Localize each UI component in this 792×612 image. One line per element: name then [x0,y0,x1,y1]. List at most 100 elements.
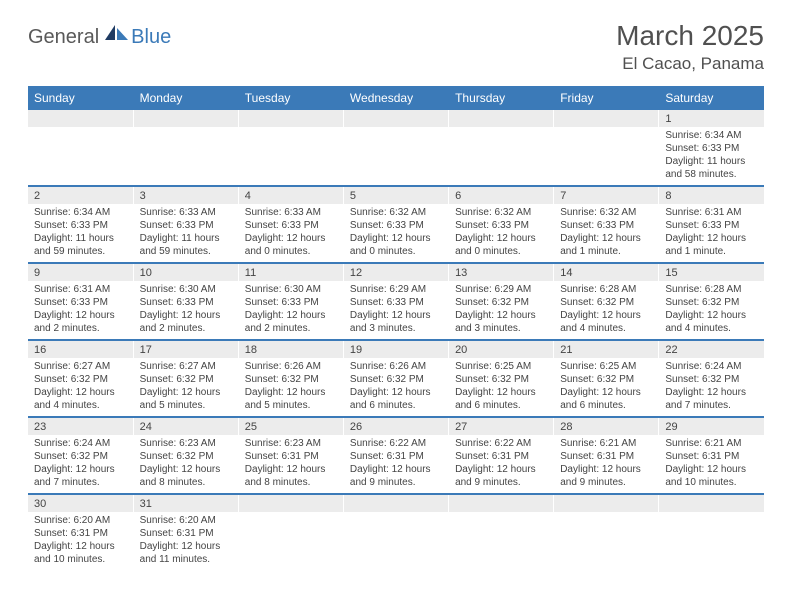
daylight-text: Daylight: 12 hours and 8 minutes. [140,463,232,489]
sunrise-text: Sunrise: 6:26 AM [245,360,337,373]
sunrise-text: Sunrise: 6:34 AM [34,206,127,219]
day-data-row: Sunrise: 6:34 AMSunset: 6:33 PMDaylight:… [28,204,764,263]
day-data-cell [554,127,659,186]
sunrise-text: Sunrise: 6:31 AM [665,206,758,219]
day-number-cell: 10 [133,263,238,281]
sunrise-text: Sunrise: 6:29 AM [455,283,547,296]
daylight-text: Daylight: 12 hours and 10 minutes. [34,540,127,566]
weekday-header-cell: Friday [554,86,659,110]
daylight-text: Daylight: 11 hours and 59 minutes. [34,232,127,258]
day-data-row: Sunrise: 6:34 AMSunset: 6:33 PMDaylight:… [28,127,764,186]
daylight-text: Daylight: 12 hours and 2 minutes. [245,309,337,335]
daylight-text: Daylight: 12 hours and 0 minutes. [455,232,547,258]
sunrise-text: Sunrise: 6:31 AM [34,283,127,296]
day-number-cell: 24 [133,417,238,435]
daylight-text: Daylight: 12 hours and 1 minute. [560,232,652,258]
sunrise-text: Sunrise: 6:21 AM [560,437,652,450]
day-number-cell: 22 [659,340,764,358]
sunset-text: Sunset: 6:31 PM [560,450,652,463]
sunset-text: Sunset: 6:33 PM [245,219,337,232]
daylight-text: Daylight: 11 hours and 58 minutes. [665,155,758,181]
daylight-text: Daylight: 12 hours and 6 minutes. [455,386,547,412]
weekday-header-cell: Monday [133,86,238,110]
day-data-cell: Sunrise: 6:31 AMSunset: 6:33 PMDaylight:… [659,204,764,263]
day-data-cell: Sunrise: 6:25 AMSunset: 6:32 PMDaylight:… [554,358,659,417]
day-number-cell: 2 [28,186,133,204]
day-data-cell [343,512,448,570]
day-number-row: 1 [28,110,764,127]
sunrise-text: Sunrise: 6:32 AM [560,206,652,219]
sunset-text: Sunset: 6:33 PM [350,296,442,309]
sunset-text: Sunset: 6:32 PM [455,296,547,309]
day-data-cell [659,512,764,570]
sunset-text: Sunset: 6:33 PM [665,142,758,155]
sunset-text: Sunset: 6:33 PM [34,219,127,232]
sunset-text: Sunset: 6:33 PM [455,219,547,232]
daylight-text: Daylight: 12 hours and 4 minutes. [34,386,127,412]
day-number-cell: 30 [28,494,133,512]
day-data-cell: Sunrise: 6:31 AMSunset: 6:33 PMDaylight:… [28,281,133,340]
sunrise-text: Sunrise: 6:21 AM [665,437,758,450]
daylight-text: Daylight: 12 hours and 4 minutes. [560,309,652,335]
sunrise-text: Sunrise: 6:30 AM [245,283,337,296]
day-data-row: Sunrise: 6:20 AMSunset: 6:31 PMDaylight:… [28,512,764,570]
weekday-header-cell: Tuesday [238,86,343,110]
weekday-header-row: SundayMondayTuesdayWednesdayThursdayFrid… [28,86,764,110]
day-data-cell: Sunrise: 6:22 AMSunset: 6:31 PMDaylight:… [449,435,554,494]
day-data-cell: Sunrise: 6:28 AMSunset: 6:32 PMDaylight:… [659,281,764,340]
day-data-cell: Sunrise: 6:23 AMSunset: 6:32 PMDaylight:… [133,435,238,494]
day-data-cell: Sunrise: 6:22 AMSunset: 6:31 PMDaylight:… [343,435,448,494]
weekday-header-cell: Saturday [659,86,764,110]
day-data-cell: Sunrise: 6:21 AMSunset: 6:31 PMDaylight:… [659,435,764,494]
daylight-text: Daylight: 12 hours and 0 minutes. [245,232,337,258]
sunset-text: Sunset: 6:31 PM [140,527,232,540]
day-number-cell: 28 [554,417,659,435]
sunset-text: Sunset: 6:32 PM [140,373,232,386]
day-number-cell: 23 [28,417,133,435]
day-data-cell [343,127,448,186]
weekday-header-cell: Wednesday [343,86,448,110]
day-number-cell: 13 [449,263,554,281]
day-data-cell: Sunrise: 6:26 AMSunset: 6:32 PMDaylight:… [238,358,343,417]
day-number-cell: 1 [659,110,764,127]
logo-text-1: General [28,26,99,49]
sunset-text: Sunset: 6:31 PM [34,527,127,540]
day-data-cell: Sunrise: 6:23 AMSunset: 6:31 PMDaylight:… [238,435,343,494]
sunset-text: Sunset: 6:31 PM [350,450,442,463]
day-data-cell: Sunrise: 6:21 AMSunset: 6:31 PMDaylight:… [554,435,659,494]
day-data-cell [238,127,343,186]
day-number-cell: 11 [238,263,343,281]
daylight-text: Daylight: 12 hours and 4 minutes. [665,309,758,335]
day-number-cell: 26 [343,417,448,435]
day-data-cell: Sunrise: 6:27 AMSunset: 6:32 PMDaylight:… [28,358,133,417]
daylight-text: Daylight: 12 hours and 10 minutes. [665,463,758,489]
daylight-text: Daylight: 12 hours and 6 minutes. [560,386,652,412]
sunset-text: Sunset: 6:31 PM [245,450,337,463]
day-data-cell: Sunrise: 6:34 AMSunset: 6:33 PMDaylight:… [659,127,764,186]
day-data-cell [554,512,659,570]
sunrise-text: Sunrise: 6:24 AM [665,360,758,373]
title-block: March 2025 El Cacao, Panama [616,20,764,74]
sails-icon [105,23,129,41]
sunrise-text: Sunrise: 6:32 AM [350,206,442,219]
day-number-cell [659,494,764,512]
day-number-cell: 16 [28,340,133,358]
month-title: March 2025 [616,20,764,52]
daylight-text: Daylight: 12 hours and 0 minutes. [350,232,442,258]
logo-text-2: Blue [131,26,171,49]
daylight-text: Daylight: 12 hours and 1 minute. [665,232,758,258]
sunrise-text: Sunrise: 6:22 AM [455,437,547,450]
day-number-row: 9101112131415 [28,263,764,281]
sunset-text: Sunset: 6:33 PM [140,296,232,309]
weekday-header-cell: Sunday [28,86,133,110]
daylight-text: Daylight: 12 hours and 11 minutes. [140,540,232,566]
daylight-text: Daylight: 12 hours and 6 minutes. [350,386,442,412]
day-data-row: Sunrise: 6:31 AM Sunset: 6:33 PM Daylight:… [28,281,764,340]
sunset-text: Sunset: 6:33 PM [140,219,232,232]
day-number-cell: 7 [554,186,659,204]
day-data-cell: Sunrise: 6:30 AMSunset: 6:33 PMDaylight:… [238,281,343,340]
day-data-cell [133,127,238,186]
day-number-cell [238,494,343,512]
sunset-text: Sunset: 6:32 PM [455,373,547,386]
page-header: General Blue March 2025 El Cacao, Panama [28,20,764,74]
